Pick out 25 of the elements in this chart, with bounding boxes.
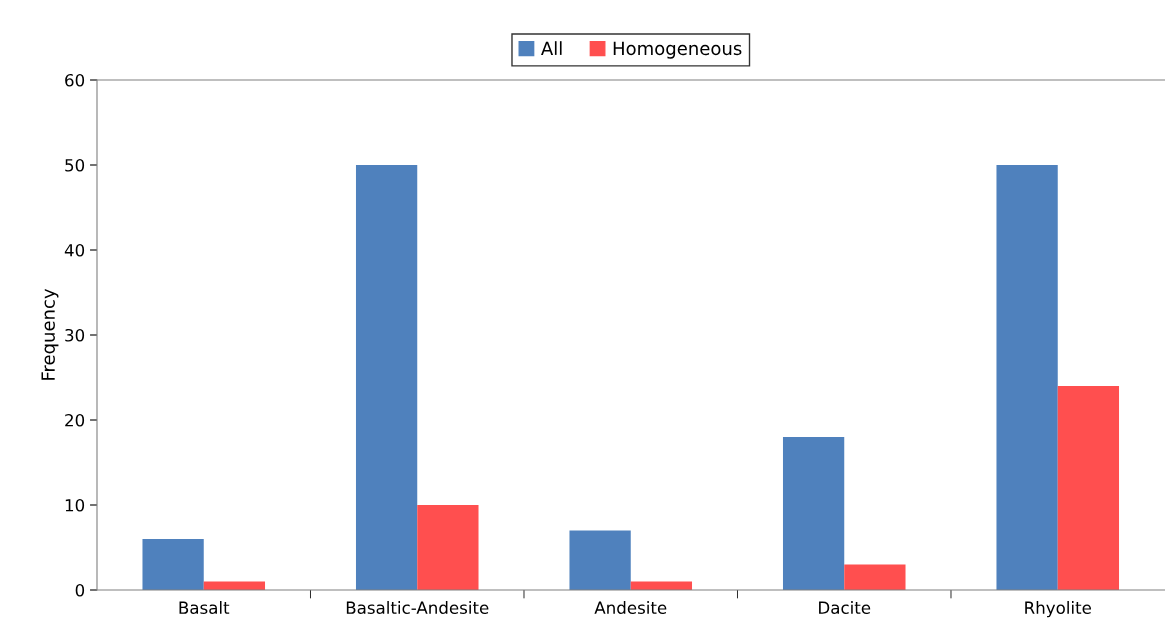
y-tick-label: 60 (65, 73, 85, 87)
y-tick-label: 50 (65, 158, 85, 172)
x-tick-label: Basaltic-Andesite (346, 601, 489, 615)
x-tick-label: Rhyolite (1025, 601, 1091, 618)
bar (569, 530, 631, 590)
legend-label: All (541, 41, 562, 55)
y-tick-label: 30 (65, 328, 85, 342)
x-tick-label: Andesite (594, 601, 667, 615)
y-tick-label: 0 (75, 583, 85, 597)
bar (417, 505, 479, 590)
x-tick-label: Basalt (179, 601, 230, 615)
bar (782, 437, 845, 590)
y-axis-title: Frequency (41, 288, 59, 380)
y-tick-label: 20 (65, 413, 85, 427)
bar (996, 165, 1058, 590)
bar (142, 539, 204, 590)
bar (203, 581, 266, 590)
bar (844, 564, 906, 590)
y-tick-label: 40 (64, 243, 85, 257)
bar (1057, 386, 1120, 590)
y-tick-label: 10 (65, 498, 85, 512)
legend-label: Homogeneous (613, 41, 742, 59)
bar (355, 165, 418, 590)
bar (630, 581, 693, 590)
x-tick-label: Dacite (819, 601, 871, 615)
